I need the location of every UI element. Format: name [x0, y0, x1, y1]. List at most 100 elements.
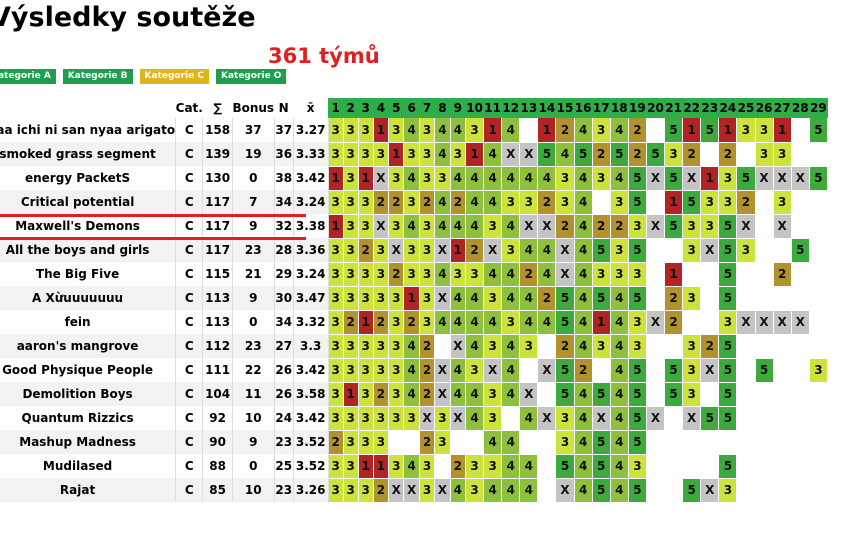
- score-cell: 4: [519, 310, 539, 335]
- header-avg[interactable]: x̄: [306, 101, 315, 115]
- team-name[interactable]: Maxwell's Demons: [0, 214, 177, 238]
- team-category: C: [175, 190, 204, 214]
- task-header-23[interactable]: 23: [700, 98, 719, 118]
- table-row[interactable]: Rajat C 85 10 23 3.26 3 3 3 2 X X 3 X 4 3 4 4 4 X 4 5 4 5 5 X 3: [0, 478, 829, 503]
- team-name[interactable]: fein: [0, 310, 177, 334]
- header-cat[interactable]: Cat.: [175, 101, 203, 115]
- score-cell: [809, 214, 829, 239]
- score-cell: X: [434, 358, 451, 383]
- score-cell: 4: [519, 166, 539, 191]
- team-name[interactable]: The Big Five: [0, 262, 177, 286]
- team-name[interactable]: A Xừuuuuuuu: [0, 286, 177, 310]
- task-header-29[interactable]: 29: [809, 98, 828, 118]
- task-header-28[interactable]: 28: [791, 98, 810, 118]
- task-header-10[interactable]: 10: [465, 98, 484, 118]
- task-header-7[interactable]: 7: [419, 98, 435, 118]
- table-row[interactable]: smoked grass segment C 139 19 36 3.33 3 3 3 3 1 3 3 4…: [0, 142, 829, 167]
- task-header-20[interactable]: 20: [646, 98, 665, 118]
- team-name[interactable]: smoked grass segment: [0, 142, 177, 166]
- task-header-17[interactable]: 17: [592, 98, 611, 118]
- table-row[interactable]: Good Physique People C 111 22 26 3.42 3 3 3 3 3 4 2 X…: [0, 358, 829, 383]
- team-name[interactable]: Mashup Madness: [0, 430, 177, 454]
- task-header-16[interactable]: 16: [574, 98, 593, 118]
- score-cell: 4: [610, 310, 629, 335]
- score-cell: 3: [358, 430, 374, 455]
- category-b-button[interactable]: Kategorie B: [62, 69, 133, 84]
- task-header-15[interactable]: 15: [555, 98, 575, 118]
- task-header-21[interactable]: 21: [664, 98, 683, 118]
- task-header-24[interactable]: 24: [718, 98, 737, 118]
- score-cell: 2: [419, 190, 436, 215]
- team-name[interactable]: Quantum Rizzics: [0, 406, 177, 430]
- category-c-button[interactable]: Kategorie C: [139, 69, 209, 84]
- team-avg: 3.27: [293, 118, 329, 142]
- table-row[interactable]: The Big Five C 115 21 29 3.24 3 3 3 3 2 3 3 4 3 3 4 4 2 4 X 4…: [0, 262, 829, 287]
- score-cell: 4: [610, 286, 629, 311]
- score-cell: 3: [358, 142, 374, 167]
- team-name[interactable]: Demolition Boys: [0, 382, 177, 406]
- table-row[interactable]: fein C 113 0 34 3.32 3 2 1 2 3 2 3 4 4 4 4 3 4 4 5 4 1 4 3 X 2 3 X X X…: [0, 310, 829, 335]
- score-cell: 5: [555, 358, 575, 383]
- score-cell: 3: [700, 190, 720, 215]
- score-cell: X: [773, 310, 792, 335]
- header-sum[interactable]: ∑: [213, 101, 222, 115]
- task-header-12[interactable]: 12: [501, 98, 520, 118]
- team-name[interactable]: energy PacketS: [0, 166, 177, 190]
- table-row[interactable]: Maxwell's Demons C 117 9 32 3.38 1 3 3 X 3 4 3 4 4 4 3 4 X…: [0, 214, 829, 239]
- task-header-22[interactable]: 22: [682, 98, 701, 118]
- score-cell: 1: [537, 118, 557, 143]
- score-cell: 2: [328, 430, 344, 455]
- table-row[interactable]: A Xừuuuuuuu C 113 9 30 3.47 3 3 3 3 3 1 3 X 4 4 3 4 4 2 5 4 5 4…: [0, 286, 829, 311]
- task-header-4[interactable]: 4: [373, 98, 389, 118]
- task-header-26[interactable]: 26: [755, 98, 774, 118]
- team-name[interactable]: All the boys and girls: [0, 238, 177, 262]
- team-name[interactable]: Critical potential: [0, 190, 177, 214]
- task-header-9[interactable]: 9: [450, 98, 466, 118]
- category-o-button[interactable]: Kategorie O: [215, 69, 287, 84]
- team-n: 25: [274, 454, 294, 478]
- table-row[interactable]: Quantum Rizzics C 92 10 24 3.42 3 3 3 3 3 3 X 3 X 4 3 4 X 3…: [0, 406, 829, 431]
- task-header-11[interactable]: 11: [483, 98, 502, 118]
- score-cell: 4: [537, 238, 557, 263]
- task-header-8[interactable]: 8: [434, 98, 451, 118]
- task-header-5[interactable]: 5: [388, 98, 404, 118]
- table-row[interactable]: nyaa ichi ni san nyaa arigatoC15837373.2…: [0, 118, 829, 143]
- team-name[interactable]: Good Physique People: [0, 358, 177, 382]
- table-row[interactable]: aaron's mangrove C 112 23 27 3.3 3 3 3 3 3 4 2 X 4 3 4 3 2…: [0, 334, 829, 359]
- task-header-19[interactable]: 19: [628, 98, 647, 118]
- task-header-3[interactable]: 3: [358, 98, 374, 118]
- score-cell: 4: [403, 118, 420, 143]
- score-cell: X: [537, 214, 557, 239]
- table-row[interactable]: Mudilased C 88 0 25 3.52 3 3 1 1 3 4 3 2 3 3 4 4 5 4 5 4 3 5: [0, 454, 829, 479]
- team-name[interactable]: Mudilased: [0, 454, 177, 478]
- header-bonus[interactable]: Bonus: [232, 101, 275, 115]
- task-header-2[interactable]: 2: [343, 98, 359, 118]
- score-cell: 4: [574, 166, 593, 191]
- score-cell: X: [519, 142, 539, 167]
- team-name[interactable]: Rajat: [0, 478, 177, 502]
- category-a-button[interactable]: Kategorie A: [0, 69, 56, 84]
- task-header-27[interactable]: 27: [773, 98, 792, 118]
- table-row[interactable]: All the boys and girls C 117 23 28 3.36 3 3 2 3 X 3…: [0, 238, 829, 263]
- score-cell: 5: [555, 286, 575, 311]
- task-header-18[interactable]: 18: [610, 98, 629, 118]
- score-cell: [755, 214, 774, 239]
- task-header-14[interactable]: 14: [537, 98, 556, 118]
- table-row[interactable]: energy PacketS C 130 0 38 3.42 1 3 1 X 3 4 3 3 4 4 4 4 4 4 3…: [0, 166, 829, 191]
- score-cell: X: [700, 358, 720, 383]
- task-header-6[interactable]: 6: [403, 98, 420, 118]
- table-row[interactable]: Demolition Boys C 104 11 26 3.58 3 1 3 2 3 4 2 X 4 4 3 4 X…: [0, 382, 829, 407]
- score-cell: 4: [483, 166, 503, 191]
- table-row[interactable]: Mashup Madness C 90 9 23 3.52 2 3 3 3 2 3 4 4 3 4 5 4 5: [0, 430, 829, 455]
- score-cell: 4: [574, 190, 593, 215]
- team-name[interactable]: nyaa ichi ni san nyaa arigato: [0, 118, 177, 142]
- score-cell: 4: [434, 142, 451, 167]
- team-name[interactable]: aaron's mangrove: [0, 334, 177, 358]
- task-header-13[interactable]: 13: [519, 98, 538, 118]
- table-row[interactable]: Critical potential C 117 7 34 3.24 3 3 3 2 2 3 2 4 2 4 4…: [0, 190, 829, 215]
- score-cell: 3: [343, 262, 359, 287]
- task-header-1[interactable]: 1: [328, 98, 344, 118]
- task-header-25[interactable]: 25: [736, 98, 756, 118]
- team-n: 38: [274, 166, 294, 190]
- header-n[interactable]: N: [278, 101, 289, 115]
